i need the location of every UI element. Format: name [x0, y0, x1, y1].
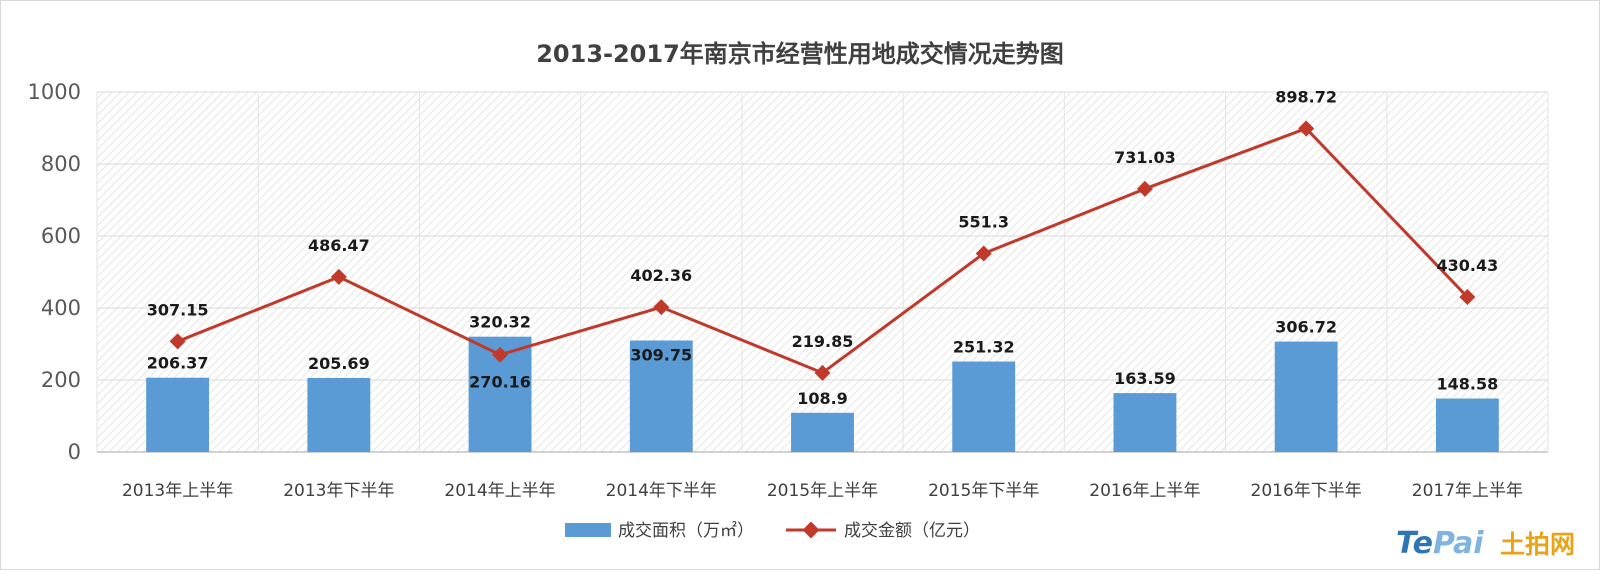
x-tick-label: 2015年下半年 — [928, 481, 1039, 501]
x-axis-ticks: 2013年上半年 2013年下半年 2014年上半年 2014年下半年 2015年上半年… — [122, 481, 1523, 501]
watermark-latin-2: Pai — [1433, 526, 1484, 561]
legend-bar-swatch — [565, 523, 611, 537]
line-point — [653, 299, 670, 316]
line-point — [1136, 180, 1153, 197]
legend-line-label: 成交金额（亿元） — [844, 521, 980, 541]
line-point — [492, 346, 509, 363]
bar-label: 320.32 — [469, 313, 531, 332]
legend-line-marker — [802, 521, 820, 539]
line-point — [1298, 120, 1315, 137]
y-tick-label: 800 — [41, 152, 81, 176]
x-tick-label: 2016年下半年 — [1251, 481, 1362, 501]
data-labels: 206.37 205.69 320.32 309.75 108.9 251.32 163.5… — [147, 87, 1499, 407]
line-label: 430.43 — [1437, 256, 1499, 275]
line-label: 307.15 — [147, 300, 209, 319]
line-point — [330, 268, 347, 285]
y-tick-label: 600 — [41, 224, 81, 248]
y-tick-label: 200 — [41, 368, 81, 392]
bar-label: 251.32 — [953, 338, 1015, 357]
line-label: 551.3 — [958, 213, 1009, 232]
bar — [1435, 398, 1499, 452]
x-tick-label: 2013年下半年 — [283, 481, 394, 501]
line-label: 270.16 — [469, 373, 531, 392]
gridlines — [96, 91, 1549, 453]
watermark-logo: TePai 土拍网 — [1396, 526, 1575, 561]
line-label: 219.85 — [792, 332, 854, 351]
line-label: 402.36 — [630, 266, 692, 285]
line-label: 898.72 — [1275, 87, 1337, 106]
bar-label: 309.75 — [630, 345, 692, 364]
legend: 成交面积（万㎡） 成交金额（亿元） — [565, 521, 980, 541]
x-tick-label: 2017年上半年 — [1412, 481, 1523, 501]
line-point — [1459, 289, 1476, 306]
bar — [146, 377, 210, 452]
watermark-cn: 土拍网 — [1500, 530, 1575, 559]
bar-series — [146, 336, 1499, 452]
bar — [629, 340, 693, 452]
bar — [952, 361, 1016, 452]
bar-label: 108.9 — [797, 389, 848, 408]
bar-label: 306.72 — [1275, 318, 1337, 337]
chart-title: 2013-2017年南京市经营性用地成交情况走势图 — [536, 40, 1064, 68]
bar-label: 148.58 — [1437, 375, 1499, 394]
x-tick-label: 2013年上半年 — [122, 481, 233, 501]
x-tick-label: 2014年上半年 — [444, 481, 555, 501]
line-point — [975, 245, 992, 262]
y-axis-ticks: 0 200 400 600 800 1000 — [28, 80, 81, 464]
bar — [791, 412, 854, 452]
x-tick-label: 2016年上半年 — [1089, 481, 1200, 501]
line-point — [814, 364, 831, 381]
x-tick-label: 2015年上半年 — [767, 481, 878, 501]
svg-text:TePai: TePai — [1396, 526, 1484, 561]
y-tick-label: 1000 — [28, 80, 81, 104]
legend-bar-label: 成交面积（万㎡） — [618, 521, 754, 541]
line-series — [169, 120, 1476, 381]
x-tick-label: 2014年下半年 — [606, 481, 717, 501]
line-label: 486.47 — [308, 236, 370, 255]
line-label: 731.03 — [1114, 148, 1176, 167]
y-tick-label: 0 — [68, 440, 81, 464]
watermark-latin-1: Te — [1396, 526, 1433, 561]
bar-label: 206.37 — [147, 354, 209, 373]
bar — [307, 377, 371, 452]
bar — [1113, 393, 1177, 452]
bar-label: 163.59 — [1114, 369, 1176, 388]
y-tick-label: 400 — [41, 296, 81, 320]
bar-label: 205.69 — [308, 354, 370, 373]
line-point — [169, 333, 186, 350]
bar — [1274, 341, 1338, 452]
